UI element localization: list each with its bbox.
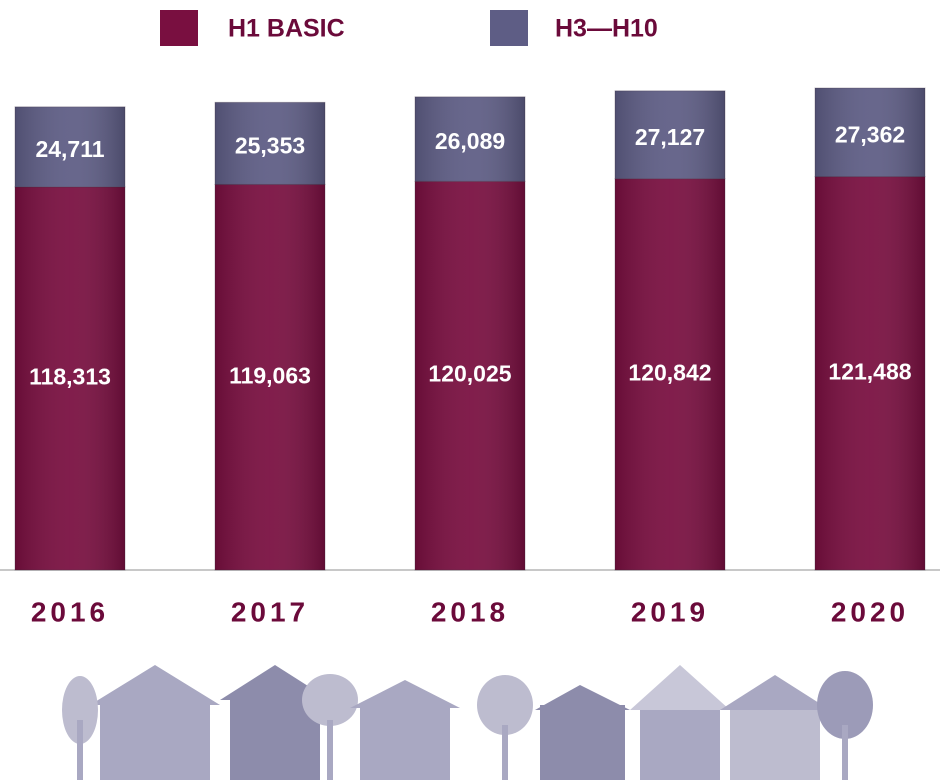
- legend-swatch: [160, 10, 198, 46]
- legend-label: H1 BASIC: [228, 15, 345, 43]
- value-label: 119,063: [229, 362, 311, 388]
- x-tick-label: 2019: [631, 596, 709, 627]
- value-label: 26,089: [435, 128, 505, 154]
- x-tick-label: 2017: [231, 596, 309, 627]
- value-label: 27,127: [635, 124, 705, 150]
- x-tick-label: 2016: [31, 596, 109, 627]
- x-tick-label: 2018: [431, 596, 509, 627]
- value-label: 118,313: [29, 364, 111, 390]
- legend-label: H3—H10: [555, 15, 658, 43]
- value-label: 120,842: [628, 359, 711, 385]
- x-tick-label: 2020: [831, 596, 909, 627]
- value-label: 120,025: [428, 361, 511, 387]
- decoration: [62, 665, 873, 780]
- value-label: 24,711: [35, 136, 104, 162]
- value-label: 121,488: [828, 358, 911, 384]
- legend-swatch: [490, 10, 528, 46]
- value-label: 25,353: [235, 132, 305, 158]
- value-label: 27,362: [835, 121, 905, 147]
